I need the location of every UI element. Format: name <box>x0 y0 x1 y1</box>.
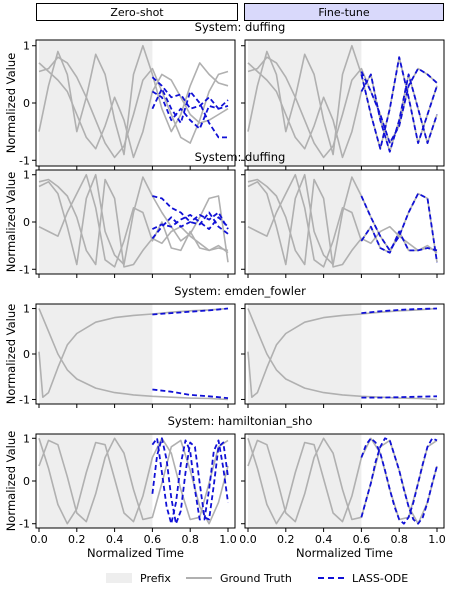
y-axis-label: Normalized Value <box>4 53 18 153</box>
x-tick-label: 1.0 <box>428 533 446 546</box>
y-tick-label: -1 <box>19 154 30 167</box>
ground-truth-line-3 <box>38 173 229 268</box>
x-axis-label: Normalized Time <box>87 546 184 560</box>
prefix-region <box>39 40 153 166</box>
panel-title: System: emden_fowler <box>174 284 306 298</box>
legend-label-prefix: Prefix <box>140 571 171 585</box>
prefix-region <box>248 434 362 528</box>
lass-ode-line-2 <box>360 225 438 254</box>
panel-title: System: duffing <box>195 20 286 34</box>
prefix-region <box>39 304 153 404</box>
panel-6 <box>241 303 445 408</box>
zero-shot-header: Zero-shot <box>36 3 238 21</box>
y-tick-label: 0 <box>23 216 30 229</box>
lass-ode-line-1 <box>361 307 438 314</box>
y-tick-label: 0 <box>23 475 30 488</box>
lass-ode-line-2 <box>151 211 229 240</box>
ground-truth-line-2 <box>38 173 229 266</box>
y-tick-label: -1 <box>19 518 30 531</box>
panel-3: -1 0 1 Normalized Value <box>4 169 236 278</box>
y-tick-label: 0 <box>23 97 30 110</box>
x-tick-label: 0.6 <box>144 533 162 546</box>
y-axis-label: Normalized Value <box>4 431 18 531</box>
x-tick-label: 0.0 <box>30 533 48 546</box>
ground-truth-line-2 <box>38 437 229 525</box>
panel-4 <box>241 169 445 278</box>
legend-label-lass-ode: LASS-ODE <box>352 571 409 585</box>
x-axis-label: Normalized Time <box>296 546 393 560</box>
lass-ode-line-2 <box>152 388 229 399</box>
y-tick-label: 1 <box>23 432 30 445</box>
ground-truth-line-1 <box>247 178 438 268</box>
lass-ode-line-3 <box>151 90 229 130</box>
y-tick-label: 1 <box>23 303 30 316</box>
fine-tune-header: Fine-tune <box>244 3 444 21</box>
legend-swatch-prefix <box>106 573 132 583</box>
ground-truth-line-3 <box>38 62 229 159</box>
lass-ode-line-1 <box>152 307 229 316</box>
legend-item-ground-truth: Ground Truth <box>186 568 292 588</box>
y-axis-label: Normalized Value <box>4 172 18 272</box>
x-tick-label: 0.2 <box>68 533 86 546</box>
panel-title: System: duffing <box>195 150 286 164</box>
ground-truth-line-2 <box>247 44 438 156</box>
lass-ode-line-3 <box>152 214 229 230</box>
x-tick-label: 1.0 <box>219 533 237 546</box>
legend-swatch-ground-truth <box>186 577 212 579</box>
ground-truth-line-2 <box>247 437 438 525</box>
prefix-region <box>248 40 362 166</box>
ground-truth-line-2 <box>247 173 438 266</box>
panel-5: -1 0 1 Normalized Value <box>4 303 236 408</box>
y-tick-label: -1 <box>19 393 30 406</box>
x-tick-label: 0.4 <box>315 533 333 546</box>
legend-item-lass-ode: LASS-ODE <box>318 568 408 588</box>
x-tick-label: 0.8 <box>390 533 408 546</box>
panel-title: System: hamiltonian_sho <box>168 414 313 428</box>
legend-item-prefix: Prefix <box>106 568 171 588</box>
ground-truth-line-1 <box>38 56 229 159</box>
ground-truth-line-2 <box>38 44 229 156</box>
legend-label-ground-truth: Ground Truth <box>220 571 292 585</box>
lass-ode-line-3 <box>360 73 438 153</box>
lass-ode-line-2 <box>360 56 438 150</box>
prefix-region <box>248 304 362 404</box>
x-tick-label: 0.6 <box>353 533 371 546</box>
lass-ode-line-2 <box>151 437 229 525</box>
y-tick-label: 1 <box>23 40 30 53</box>
legend: Prefix Ground Truth LASS-ODE <box>0 568 449 588</box>
panel-1: -1 0 1 Normalized Value <box>4 39 236 170</box>
panel-7: -1 0 1 0.0 0.2 0.4 0.6 0.8 1.0 Normalized Value No… <box>4 431 237 560</box>
prefix-region <box>39 434 153 528</box>
y-tick-label: -1 <box>19 263 30 276</box>
lass-ode-line-2 <box>360 437 438 525</box>
lass-ode-line-1 <box>360 192 438 263</box>
ground-truth-line-2 <box>38 308 229 401</box>
legend-swatch-lass-ode <box>318 577 344 579</box>
lass-ode-line-1 <box>151 76 229 110</box>
lass-ode-line-2 <box>361 395 438 399</box>
x-tick-label: 0.4 <box>106 533 124 546</box>
y-tick-label: 0 <box>23 348 30 361</box>
y-axis-label: Normalized Value <box>4 304 18 404</box>
lass-ode-line-1 <box>151 437 229 525</box>
ground-truth-line-2 <box>247 308 438 401</box>
panel-8: 0.0 0.2 0.4 0.6 0.8 1.0 Normalized Time <box>239 433 446 560</box>
x-tick-label: 0.0 <box>239 533 257 546</box>
lass-ode-line-1 <box>360 67 438 144</box>
panel-2 <box>241 39 445 170</box>
x-tick-label: 0.2 <box>277 533 295 546</box>
lass-ode-line-1 <box>360 437 438 525</box>
y-tick-label: 1 <box>23 169 30 182</box>
x-tick-label: 0.8 <box>181 533 199 546</box>
